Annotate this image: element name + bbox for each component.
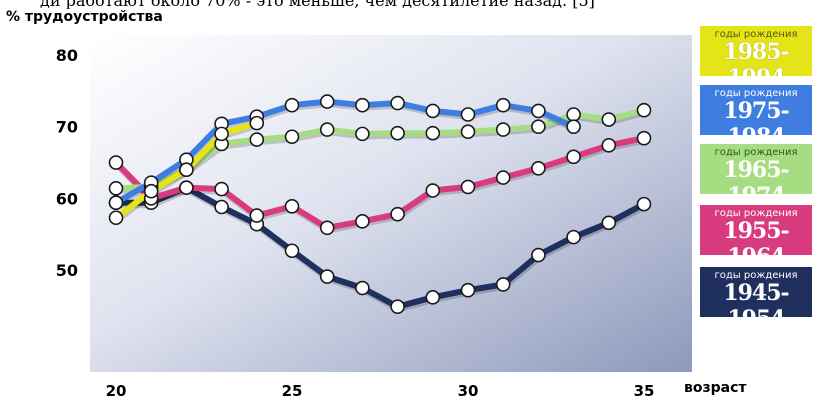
data-point-1955-1964 bbox=[566, 149, 581, 165]
data-point-1975-1984 bbox=[319, 94, 335, 109]
data-point-1945-1954 bbox=[425, 290, 441, 305]
y-tick-label: 80 bbox=[56, 46, 78, 65]
data-point-1955-1964 bbox=[601, 138, 617, 153]
data-point-1945-1954 bbox=[460, 282, 476, 298]
data-point-1965-1974 bbox=[601, 112, 617, 127]
legend-prefix: годы рождения bbox=[714, 147, 798, 158]
data-point-1965-1974 bbox=[636, 102, 652, 118]
legend-prefix: годы рождения bbox=[714, 270, 798, 281]
data-point-1955-1964 bbox=[355, 214, 370, 229]
legend-label: 1965-1974 bbox=[723, 157, 789, 194]
data-point-1965-1974 bbox=[390, 125, 405, 141]
data-point-1985-1994 bbox=[179, 162, 194, 178]
data-point-1965-1974 bbox=[460, 124, 476, 140]
x-axis-label: возраст bbox=[684, 380, 747, 396]
data-point-1975-1984 bbox=[425, 103, 441, 119]
top-caption: ди работают около 70% - это меньше, чем … bbox=[40, 0, 800, 9]
data-point-1955-1964 bbox=[214, 181, 229, 197]
y-tick-label: 50 bbox=[56, 261, 78, 280]
data-point-1955-1964 bbox=[495, 170, 511, 185]
data-point-1955-1964 bbox=[249, 208, 265, 223]
data-point-1975-1984 bbox=[495, 97, 511, 113]
data-point-1975-1984 bbox=[284, 97, 300, 113]
data-point-1945-1954 bbox=[636, 196, 652, 212]
data-point-1955-1964 bbox=[284, 198, 300, 214]
data-point-1955-1964 bbox=[531, 160, 546, 176]
data-point-1975-1984 bbox=[566, 119, 581, 134]
data-point-1965-1974 bbox=[566, 107, 581, 122]
y-axis-label: % трудоустройства bbox=[6, 9, 163, 25]
x-tick-label: 25 bbox=[282, 382, 303, 400]
data-point-1955-1964 bbox=[425, 183, 441, 198]
data-point-1945-1954 bbox=[284, 243, 300, 259]
data-point-1965-1974 bbox=[355, 126, 370, 142]
data-point-1975-1984 bbox=[460, 107, 476, 122]
series-line-1945-1954 bbox=[113, 184, 647, 310]
y-tick-label: 60 bbox=[56, 189, 78, 208]
data-point-1975-1984 bbox=[531, 103, 546, 119]
data-point-1945-1954 bbox=[566, 229, 581, 245]
data-point-1985-1994 bbox=[143, 183, 159, 199]
legend-prefix: годы рождения bbox=[714, 208, 798, 219]
data-point-1945-1954 bbox=[214, 199, 229, 215]
legend-label: 1985-1994 bbox=[723, 39, 789, 76]
legend-label: 1945-1954 bbox=[723, 280, 789, 317]
data-point-1965-1974 bbox=[531, 119, 546, 134]
series-line-1955-1964 bbox=[113, 135, 647, 231]
data-point-1945-1954 bbox=[531, 247, 546, 263]
x-tick-label: 20 bbox=[106, 382, 127, 400]
data-point-1965-1974 bbox=[495, 122, 511, 137]
y-tick-label: 70 bbox=[56, 118, 78, 137]
data-point-1985-1994 bbox=[108, 210, 124, 226]
data-point-1985-1994 bbox=[214, 126, 229, 142]
data-point-1945-1954 bbox=[355, 280, 370, 296]
data-point-1955-1964 bbox=[319, 220, 335, 236]
data-point-1945-1954 bbox=[319, 269, 335, 284]
data-point-1945-1954 bbox=[390, 299, 405, 314]
legend-label: 1955-1964 bbox=[723, 218, 789, 255]
legend-prefix: годы рождения bbox=[714, 88, 798, 99]
data-point-1975-1984 bbox=[108, 195, 124, 211]
data-point-1955-1964 bbox=[179, 180, 194, 195]
data-point-1965-1974 bbox=[319, 122, 335, 137]
data-point-1955-1964 bbox=[636, 130, 652, 146]
data-point-1965-1974 bbox=[425, 125, 441, 141]
data-point-1945-1954 bbox=[601, 215, 617, 231]
x-tick-label: 35 bbox=[634, 382, 655, 400]
data-point-1985-1994 bbox=[249, 115, 265, 131]
legend-prefix: годы рождения bbox=[714, 29, 798, 40]
data-point-1955-1964 bbox=[460, 179, 476, 195]
data-point-1965-1974 bbox=[108, 181, 124, 196]
x-tick-label: 30 bbox=[458, 382, 479, 400]
data-point-1955-1964 bbox=[390, 206, 405, 222]
data-point-1965-1974 bbox=[284, 129, 300, 145]
data-point-1975-1984 bbox=[390, 95, 405, 111]
data-point-1945-1954 bbox=[495, 277, 511, 292]
plot-area bbox=[90, 35, 692, 372]
data-point-1975-1984 bbox=[355, 97, 370, 113]
data-point-1955-1964 bbox=[108, 155, 124, 170]
legend-label: 1975-1984 bbox=[723, 98, 789, 135]
data-point-1965-1974 bbox=[249, 132, 265, 147]
